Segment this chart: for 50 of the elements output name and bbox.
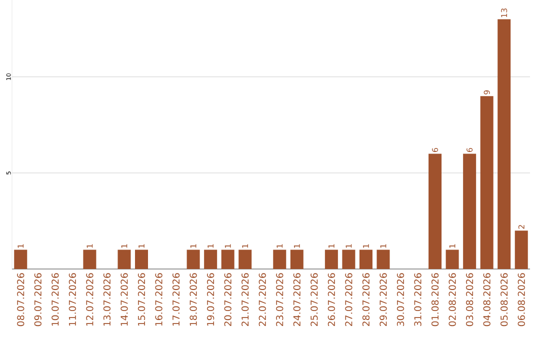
x-tick-label: 13.07.2026 [103, 273, 111, 326]
bar [376, 250, 390, 269]
bar [324, 250, 338, 269]
x-tick-label: 28.07.2026 [362, 273, 370, 326]
x-tick-label: 18.07.2026 [190, 273, 197, 326]
bar [83, 250, 96, 269]
bar [290, 250, 304, 269]
x-tick-label: 29.07.2026 [380, 273, 387, 326]
x-tick-label: 23.07.2026 [276, 273, 284, 326]
bar [221, 250, 234, 269]
x-tick-label: 21.07.2026 [242, 273, 249, 326]
x-tick-label: 16.07.2026 [155, 273, 162, 326]
x-tick-label: 06.08.2026 [518, 273, 525, 326]
x-tick-label: 04.08.2026 [483, 273, 490, 326]
x-tick-label: 03.08.2026 [466, 273, 474, 326]
bar [273, 250, 286, 269]
x-tick-label: 20.07.2026 [224, 273, 232, 326]
x-tick-label: 15.07.2026 [138, 273, 146, 326]
x-tick-label: 31.07.2026 [414, 273, 422, 326]
bar [238, 250, 252, 269]
x-tick-label: 27.07.2026 [345, 273, 352, 326]
bar [514, 230, 528, 269]
x-tick-label: 09.07.2026 [34, 273, 42, 326]
bar [186, 250, 200, 269]
bar [14, 250, 28, 269]
bar [480, 96, 494, 269]
bar [446, 250, 459, 269]
bar [498, 19, 511, 269]
x-tick-label: 02.08.2026 [448, 273, 456, 326]
bar [359, 250, 372, 269]
x-tick-label: 10.07.2026 [52, 273, 59, 326]
bar [463, 154, 476, 269]
x-tick-label: 26.07.2026 [328, 273, 336, 326]
x-tick-label: 17.07.2026 [172, 273, 180, 326]
x-tick-label: 11.07.2026 [68, 273, 76, 326]
bar [135, 250, 148, 269]
x-tick-label: 19.07.2026 [206, 273, 214, 326]
bar [204, 250, 218, 269]
x-tick-label: 24.07.2026 [293, 273, 300, 326]
bar [118, 250, 131, 269]
x-tick-label: 01.08.2026 [431, 273, 439, 326]
x-tick-label: 25.07.2026 [310, 273, 318, 326]
bar [428, 154, 442, 269]
bar [342, 250, 356, 269]
x-tick-label: 05.08.2026 [500, 273, 508, 326]
x-tick-label: 08.07.2026 [17, 273, 24, 326]
x-tick-label: 22.07.2026 [258, 273, 266, 326]
x-tick-label: 30.07.2026 [396, 273, 404, 326]
x-tick-label: 12.07.2026 [86, 273, 94, 326]
x-tick-label: 14.07.2026 [120, 273, 128, 326]
